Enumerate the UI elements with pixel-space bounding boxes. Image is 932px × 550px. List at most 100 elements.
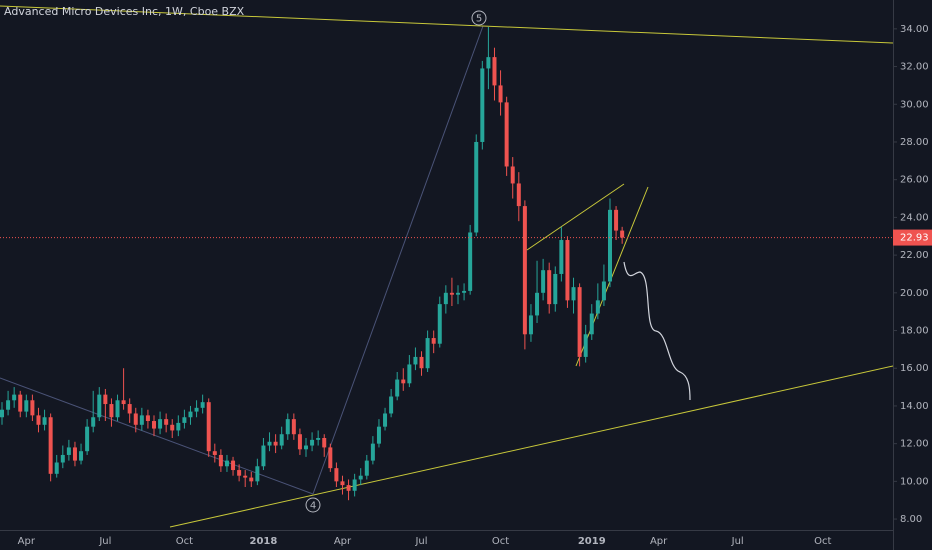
candle-body xyxy=(243,475,248,478)
candle-body xyxy=(498,85,503,103)
candle-body xyxy=(121,400,126,405)
wave-label: 5 xyxy=(476,14,482,25)
wave-label: 4 xyxy=(310,501,316,512)
candle-body xyxy=(152,421,156,429)
y-tick-label: 22.00 xyxy=(900,250,929,261)
y-tick-label: 26.00 xyxy=(900,175,929,186)
y-tick-label: 18.00 xyxy=(900,326,929,337)
candle-body xyxy=(346,485,351,491)
last-price-tag xyxy=(893,229,932,246)
candle-body xyxy=(468,232,473,291)
candle-body xyxy=(85,426,90,452)
candle-body xyxy=(6,400,11,410)
candle-body xyxy=(304,445,308,450)
candle-body xyxy=(492,57,497,86)
candle-body xyxy=(237,470,242,476)
y-tick-label: 16.00 xyxy=(900,363,929,374)
candle-body xyxy=(218,454,223,467)
candle-body xyxy=(419,356,424,369)
y-tick-label: 10.00 xyxy=(900,476,929,487)
candle-body xyxy=(170,424,175,431)
y-tick-label: 20.00 xyxy=(900,288,929,299)
candle-body xyxy=(389,396,394,414)
candle-body xyxy=(510,166,515,184)
y-tick-label: 32.00 xyxy=(900,62,929,73)
candle-body xyxy=(212,451,217,455)
candle-body xyxy=(97,394,102,418)
candle-body xyxy=(541,270,546,293)
candle-body xyxy=(18,394,23,412)
candle-body xyxy=(133,413,138,425)
candle-body xyxy=(66,447,71,455)
candle-body xyxy=(522,206,527,335)
candle-body xyxy=(364,460,369,476)
candle-body xyxy=(620,230,625,238)
candle-body xyxy=(158,419,163,429)
wave-line xyxy=(312,25,484,495)
candle-body xyxy=(12,394,17,401)
x-tick-label: Jul xyxy=(414,536,427,547)
candle-body xyxy=(431,338,436,344)
candle-body xyxy=(376,426,381,444)
y-tick-label: 30.00 xyxy=(900,99,929,110)
wave-line xyxy=(0,377,314,495)
candle-body xyxy=(328,447,333,469)
candle-body xyxy=(115,400,120,418)
candle-body xyxy=(352,479,357,491)
y-tick-label: 24.00 xyxy=(900,212,929,223)
candle-body xyxy=(583,334,588,357)
candle-body xyxy=(188,411,193,418)
candle-body xyxy=(127,404,132,414)
candle-body xyxy=(72,447,77,461)
candle-body xyxy=(577,287,582,357)
candle-body xyxy=(340,481,345,486)
x-tick-label: Apr xyxy=(650,536,668,547)
candle-body xyxy=(535,292,540,316)
candle-body xyxy=(608,209,612,282)
candle-body xyxy=(182,417,187,423)
candle-body xyxy=(486,57,491,69)
candle-body xyxy=(42,417,47,425)
y-tick-label: 12.00 xyxy=(900,439,929,450)
drawings: 5 4 xyxy=(0,5,894,528)
x-tick-label: 2019 xyxy=(578,536,606,547)
candle-body xyxy=(60,454,65,463)
candle-body xyxy=(316,437,321,440)
candle-body xyxy=(261,445,266,467)
candle-body xyxy=(291,419,296,435)
last-price-label: 22.93 xyxy=(900,233,929,244)
candle-body xyxy=(0,409,4,418)
candle-body xyxy=(595,300,600,314)
candle-body xyxy=(48,417,53,474)
candle-body xyxy=(565,240,570,301)
x-tick-label: Oct xyxy=(492,536,509,547)
candle-body xyxy=(194,407,199,412)
x-tick-label: 2018 xyxy=(250,536,278,547)
y-tick-label: 8.00 xyxy=(900,514,922,525)
candle-body xyxy=(334,468,339,482)
candle-body xyxy=(255,466,260,482)
candle-body xyxy=(267,441,272,446)
candle-body xyxy=(164,419,169,425)
candle-body xyxy=(443,292,448,305)
candle-body xyxy=(30,400,35,416)
candle-body xyxy=(79,451,84,461)
candle-body xyxy=(279,434,284,446)
candle-body xyxy=(425,338,430,369)
candle-body xyxy=(145,415,150,422)
channel-line xyxy=(526,183,625,251)
candle-body xyxy=(36,415,41,425)
wave-marker xyxy=(305,497,321,513)
candle-body xyxy=(401,379,406,384)
candle-body xyxy=(553,273,558,305)
candle-body xyxy=(206,402,211,452)
candle-body xyxy=(547,270,552,305)
candle-body xyxy=(383,413,388,427)
candle-body xyxy=(571,287,576,301)
candle-body xyxy=(601,281,606,301)
x-tick-label: Apr xyxy=(18,536,36,547)
candle-body xyxy=(273,441,278,446)
